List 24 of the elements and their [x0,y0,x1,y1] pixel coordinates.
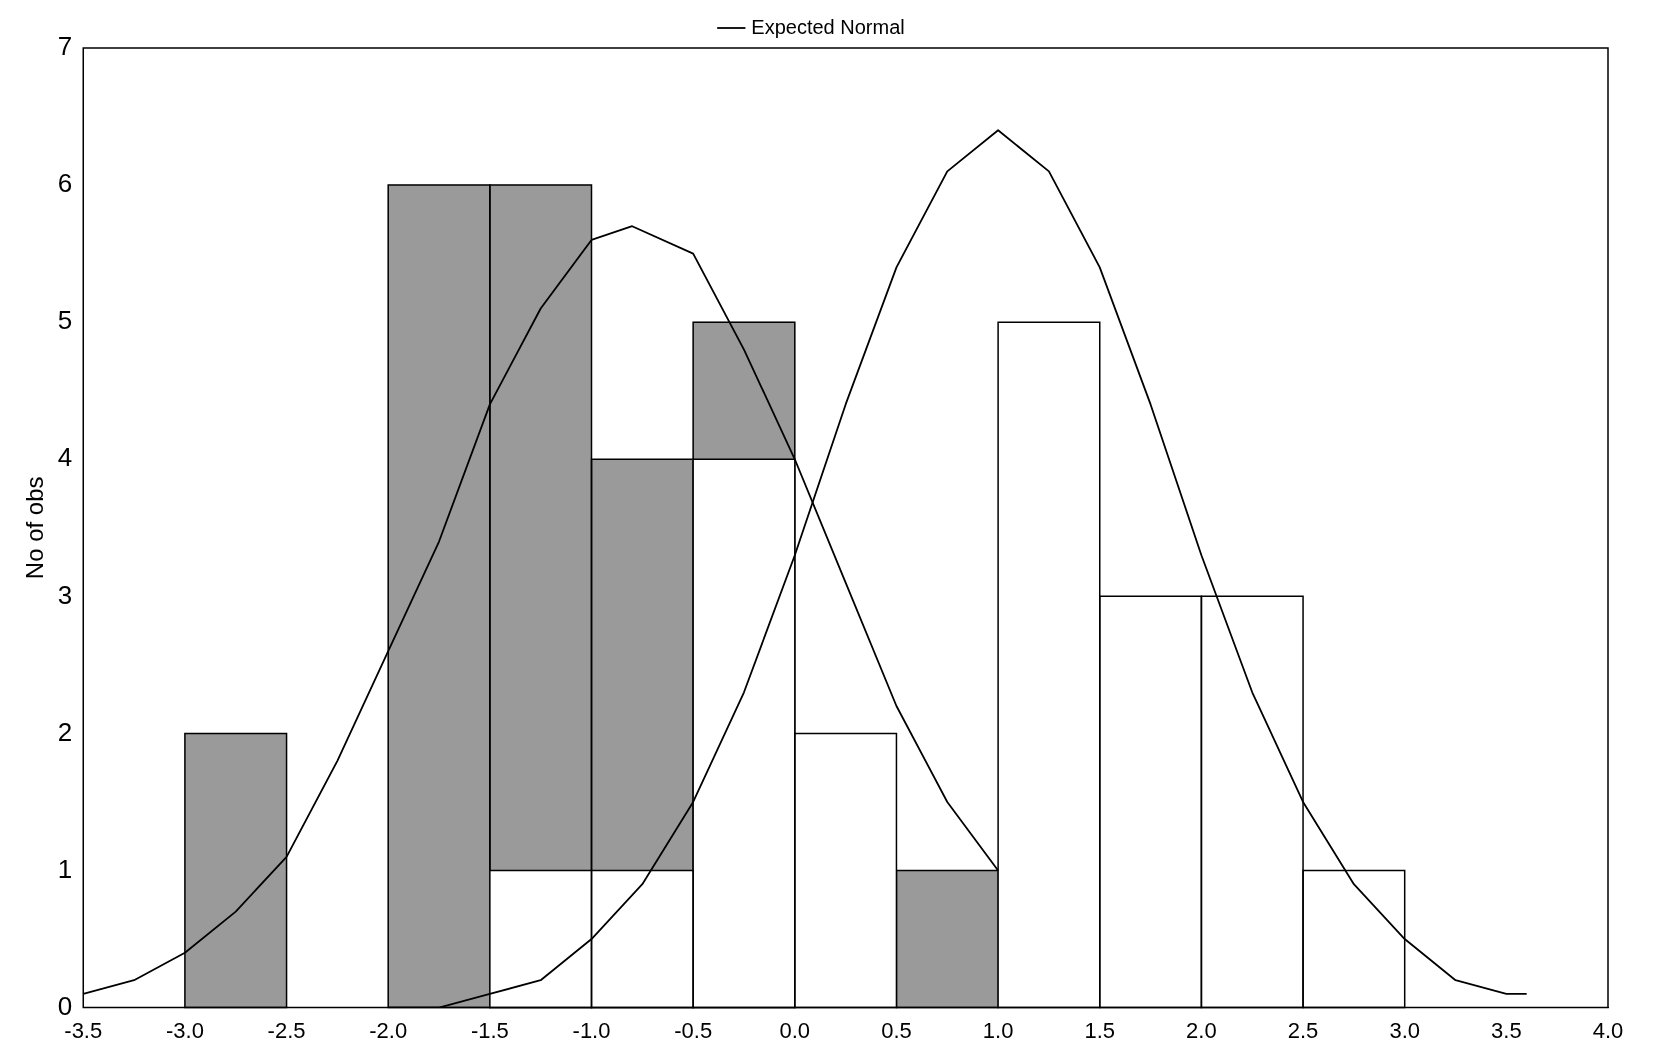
x-tick-label: 0.5 [881,1017,912,1043]
x-tick-label: -2.0 [369,1017,408,1043]
y-tick-label: 2 [57,716,73,747]
y-tick-label: 4 [57,442,73,473]
y-tick-label: 7 [57,31,73,62]
x-tick-label: -2.5 [267,1017,306,1043]
x-tick-label: 2.5 [1287,1017,1319,1043]
y-axis-title: No of obs [21,476,49,580]
y-tick-label: 6 [57,168,73,199]
x-tick-label: -1.0 [572,1017,611,1043]
y-tick-label: 3 [57,579,73,610]
x-tick-label: 3.5 [1491,1017,1522,1043]
x-tick-label: 1.0 [982,1017,1014,1043]
x-tick-label: 3.0 [1389,1017,1420,1043]
y-tick-label: 1 [57,853,73,884]
y-tick-label: 5 [57,305,73,336]
x-tick-label: -0.5 [674,1017,713,1043]
x-tick-label: 1.5 [1084,1017,1116,1043]
x-tick-label: 2.0 [1186,1017,1217,1043]
x-tick-label: 0.0 [779,1017,811,1043]
x-tick-label: -1.5 [470,1017,509,1043]
x-tick-label: -3.0 [165,1017,204,1043]
legend-label: Expected Normal [751,15,905,38]
x-tick-label: 4.0 [1592,1017,1624,1043]
